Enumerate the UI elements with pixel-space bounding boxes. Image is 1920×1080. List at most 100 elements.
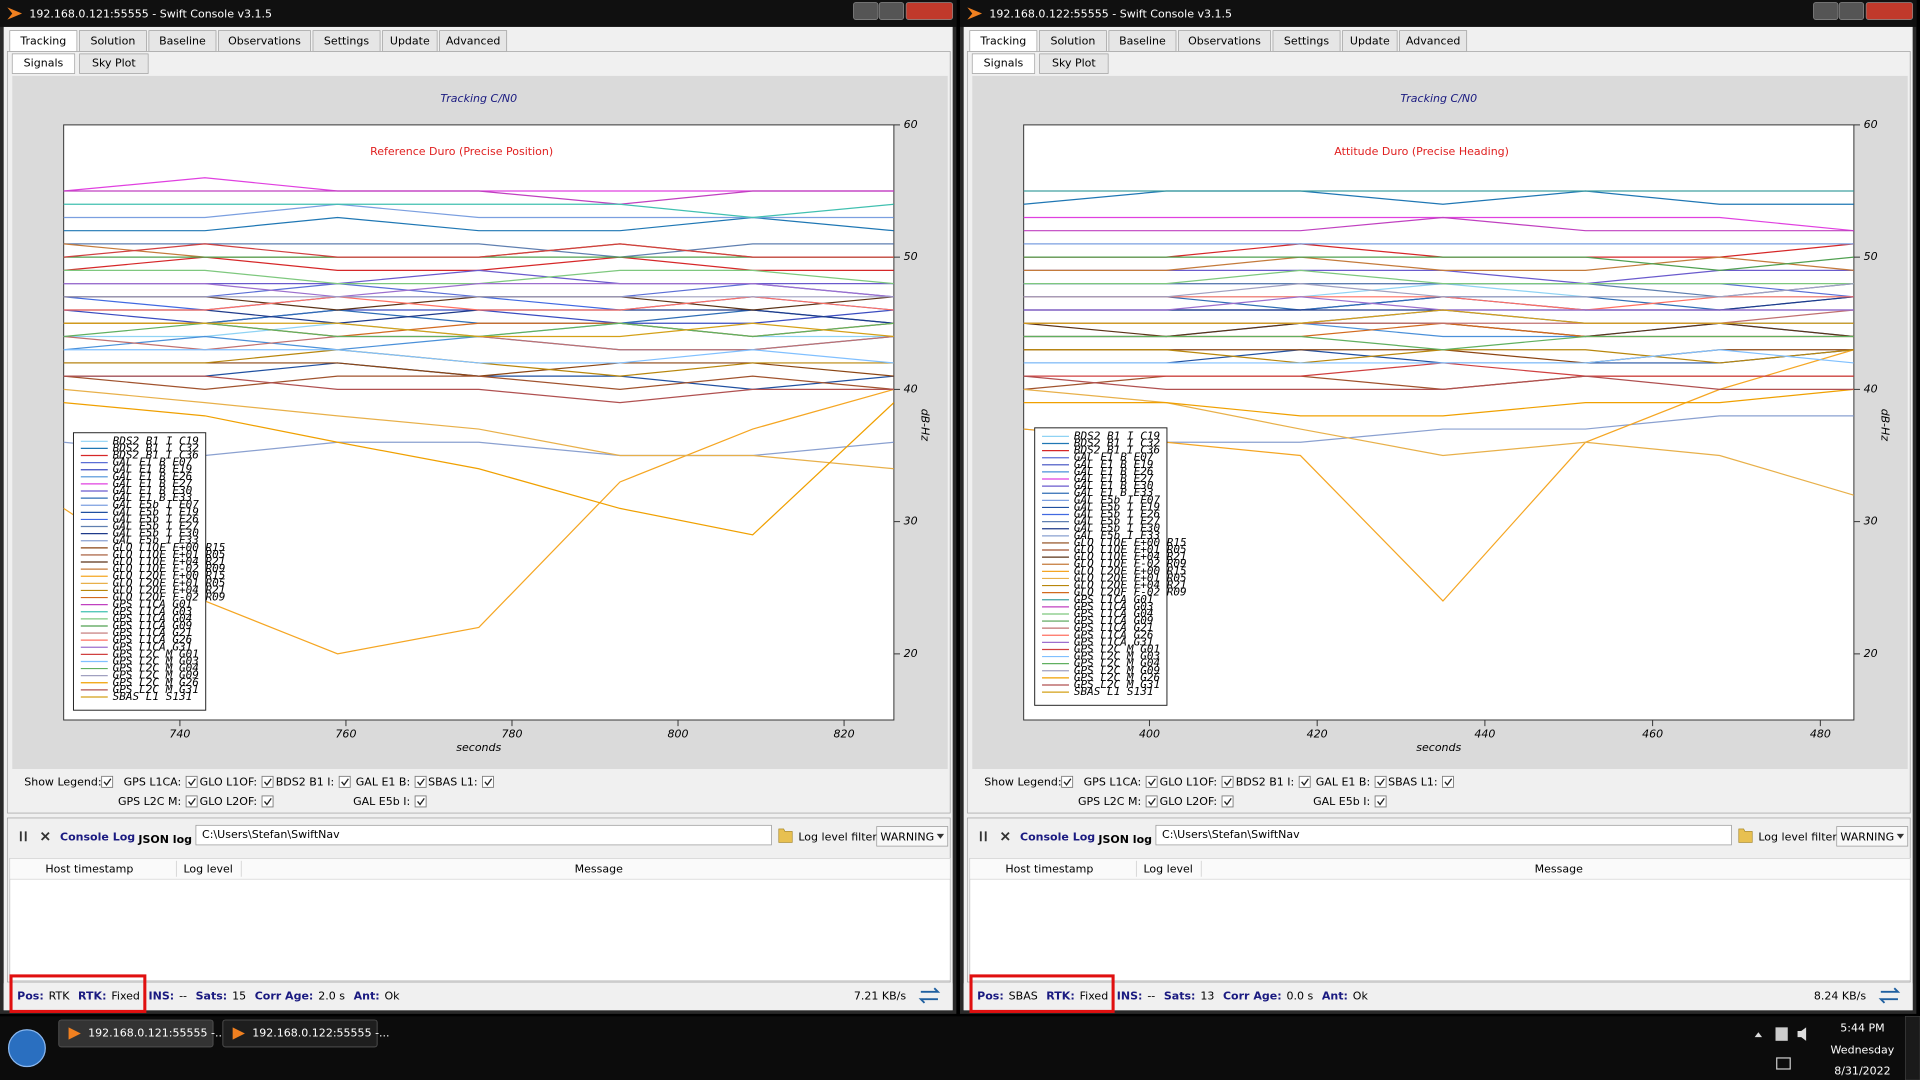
legend-label: GLO L2OF F+04 R21 <box>113 583 226 596</box>
window-button[interactable] <box>1865 2 1914 20</box>
check-mark <box>1377 778 1385 787</box>
log-header <box>9 858 951 880</box>
check-mark <box>1301 778 1309 787</box>
subtab[interactable] <box>1039 53 1109 74</box>
legend-label: GAL E1 B E07 <box>1074 451 1154 464</box>
path-input[interactable] <box>195 824 772 846</box>
clear-icon <box>40 832 50 841</box>
legend-label: GPS L2C M G31 <box>113 683 199 696</box>
legend-label: BDS2 B1 I C32 <box>1074 437 1161 450</box>
window-button[interactable] <box>1838 2 1865 20</box>
checkbox[interactable] <box>1145 775 1158 788</box>
y-tick-label: 20 <box>904 647 918 660</box>
legend-label: GAL E5b I E19 <box>1074 500 1160 513</box>
taskbar-icon <box>68 1027 81 1040</box>
highlight-box <box>969 974 1115 1013</box>
window-button[interactable] <box>878 2 905 20</box>
checkbox[interactable] <box>1061 775 1074 788</box>
column-header: Message <box>575 862 624 875</box>
series-line <box>1023 256 1854 271</box>
toggle-label: GAL E5b I: <box>353 795 410 808</box>
chart-title: Tracking C/N0 <box>1400 92 1477 105</box>
taskbar-item[interactable] <box>58 1019 214 1048</box>
status-value: 2.0 s <box>318 990 345 1003</box>
checkbox[interactable] <box>1298 775 1311 788</box>
start-button[interactable] <box>7 1029 46 1068</box>
clock-time: 5:44 PM <box>1840 1022 1884 1035</box>
highlight-box <box>9 974 147 1013</box>
checkbox[interactable] <box>1221 775 1234 788</box>
y-tick-label: 30 <box>904 515 918 528</box>
status-label: INS: <box>1117 990 1143 1003</box>
checkbox[interactable] <box>261 795 274 808</box>
legend-label: GPS L1CA G21 <box>113 626 193 639</box>
x-axis-label: seconds <box>456 741 501 754</box>
taskbar-icon <box>232 1027 245 1040</box>
series-line <box>1023 375 1854 390</box>
pause-icon <box>19 831 27 842</box>
column-header: Log level <box>1143 862 1192 875</box>
filter-combo[interactable] <box>876 826 949 847</box>
data-rate: 7.21 KB/s <box>854 990 907 1003</box>
checkbox[interactable] <box>1374 795 1387 808</box>
legend-label: BDS2 B1 I C36 <box>113 449 200 462</box>
toggle-label: GAL E5b I: <box>1313 795 1370 808</box>
checkbox[interactable] <box>414 795 427 808</box>
checkbox[interactable] <box>1145 795 1158 808</box>
legend-label: GLO L2OF F+04 R21 <box>1074 579 1187 592</box>
window-button[interactable] <box>1813 2 1839 20</box>
subtab[interactable] <box>11 53 76 74</box>
checkbox[interactable] <box>185 795 198 808</box>
checkbox[interactable] <box>1374 775 1387 788</box>
checkbox[interactable] <box>482 775 494 788</box>
x-tick-label: 460 <box>1642 728 1663 741</box>
series-line <box>63 190 894 205</box>
legend-label: GAL E1 B E30 <box>113 484 193 497</box>
legend-label: GAL E1 B E26 <box>113 470 193 483</box>
filter-combo[interactable] <box>1836 826 1909 847</box>
toggle-label: GLO L2OF: <box>1160 795 1217 808</box>
check-mark <box>1148 778 1156 787</box>
checkbox[interactable] <box>1221 795 1234 808</box>
y-tick-label: 50 <box>904 250 918 263</box>
show-desktop[interactable] <box>1905 1016 1920 1080</box>
checkbox[interactable] <box>338 775 351 788</box>
legend-label: GAL E5b I E26 <box>1074 508 1161 521</box>
legend-label: SBAS L1 S131 <box>113 690 193 703</box>
window-button[interactable] <box>853 2 879 20</box>
log-button[interactable]: JSON log <box>1097 833 1152 846</box>
checkbox[interactable] <box>261 775 274 788</box>
log-button[interactable]: Console Log <box>60 831 135 844</box>
log-button[interactable]: JSON log <box>137 833 192 846</box>
status-value: Ok <box>385 990 401 1003</box>
status-value: -- <box>1147 990 1155 1003</box>
subtab-label: Sky Plot <box>1052 57 1096 70</box>
check-mark <box>1444 778 1453 787</box>
series-line <box>63 243 894 258</box>
checkbox[interactable] <box>185 775 198 788</box>
y-tick-label: 50 <box>1864 250 1878 263</box>
log-button[interactable]: Console Log <box>1020 831 1095 844</box>
legend-label: GPS L1CA G01 <box>113 598 193 611</box>
status-value: -- <box>179 990 187 1003</box>
status-label: RTK: <box>1046 990 1074 1003</box>
checkbox[interactable] <box>1442 775 1454 788</box>
toggle-label: GPS L1CA: <box>1084 775 1142 788</box>
y-tick-label: 60 <box>904 118 918 131</box>
tab-label: Baseline <box>1119 35 1166 48</box>
subtab[interactable] <box>971 53 1036 74</box>
checkbox[interactable] <box>414 775 427 788</box>
taskbar-label: 192.168.0.121:55555 -... <box>88 1026 225 1039</box>
window-title: 192.168.0.122:55555 - Swift Console v3.1… <box>989 8 1232 21</box>
legend-label: GPS L2C M G01 <box>1074 642 1160 655</box>
taskbar-item[interactable] <box>222 1019 378 1048</box>
subtab[interactable] <box>79 53 149 74</box>
window-button[interactable] <box>905 2 954 20</box>
legend-label: GLO L2OF F+01 R05 <box>113 576 226 589</box>
legend-label: GLO L1OF F+00 R15 <box>1074 536 1187 549</box>
y-axis-label: dB-Hz <box>1878 409 1891 442</box>
path-input[interactable] <box>1155 824 1732 846</box>
checkbox[interactable] <box>101 775 114 788</box>
legend-label: BDS2 B1 I C36 <box>1074 444 1161 457</box>
log-header <box>969 858 1911 880</box>
